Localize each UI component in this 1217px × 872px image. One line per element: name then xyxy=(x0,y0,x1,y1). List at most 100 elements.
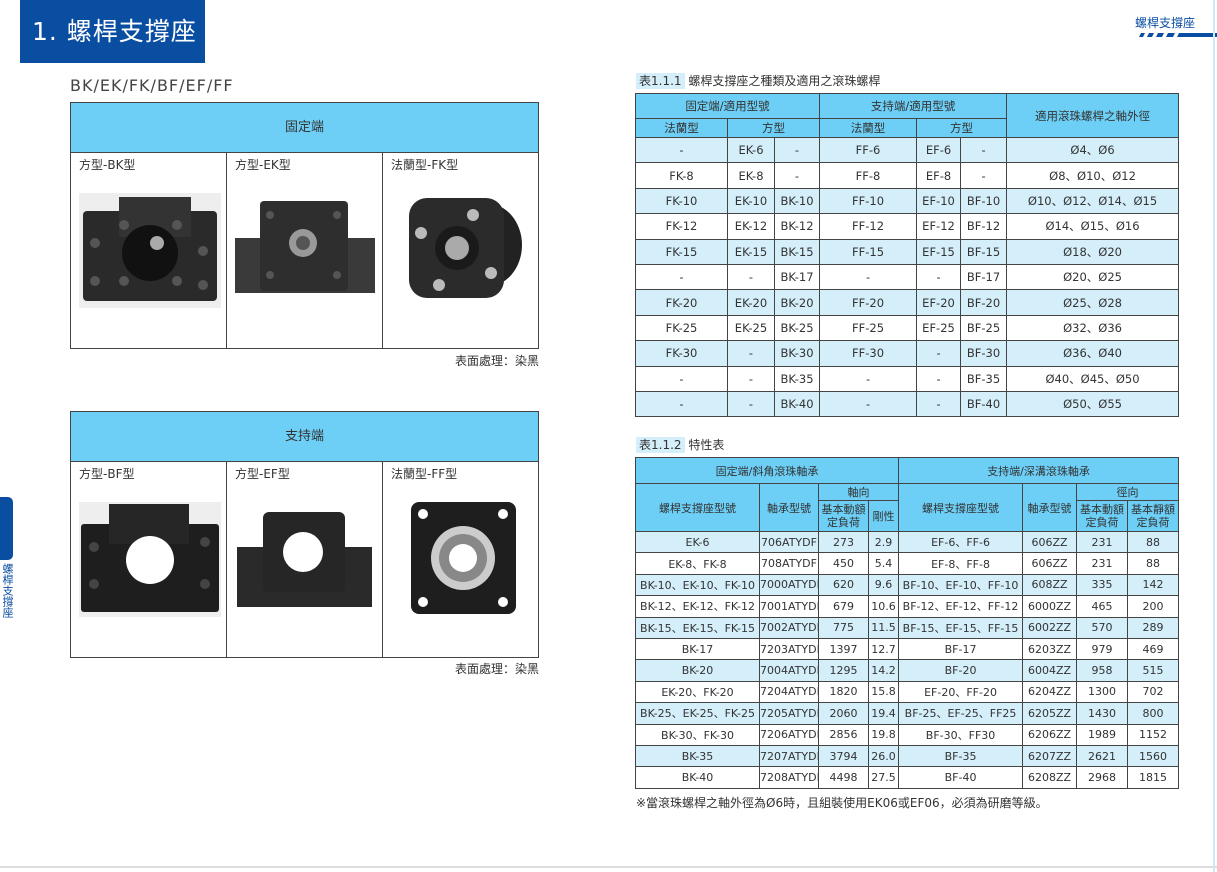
table-cell: BF-25 xyxy=(960,314,1008,342)
product-cell: 方型-BF型 xyxy=(71,462,227,657)
table-cell: BF-40 xyxy=(960,390,1008,418)
table-cell: 7206ATYDF xyxy=(759,723,819,746)
table-cell: BK-40 xyxy=(773,390,821,418)
table-cell: 6203ZZ xyxy=(1022,637,1078,661)
table-cell: 979 xyxy=(1076,637,1129,661)
table-row: - EK-6- FF-6 EF-6- Ø4、Ø6 xyxy=(635,136,1180,164)
table-cell: 11.5 xyxy=(867,616,900,639)
table-cell: BF-10 xyxy=(960,187,1008,215)
table-cell: - xyxy=(727,263,775,291)
table-row: FK-30- BK-30 FF-30- BF-30 Ø36、Ø40 xyxy=(635,340,1180,367)
table-cell: 2968 xyxy=(1076,766,1129,789)
table-cell: BK-10、EK-10、FK-10 xyxy=(635,573,760,597)
table-row: FK-12 EK-12 BK-12 FF-12 EF-12 BF-12 Ø14、Ø15、Ø1… xyxy=(635,213,1180,240)
table-cell: - xyxy=(635,390,728,418)
table-cell: 7004ATYDF xyxy=(759,659,819,682)
table-cell: EK-20、FK-20 xyxy=(635,680,760,704)
table-cell: 6205ZZ xyxy=(1022,702,1078,725)
table-cell: 19.4 xyxy=(867,702,900,725)
table-cell: FF-20 xyxy=(819,289,918,316)
product-label: 法蘭型-FK型 xyxy=(391,158,459,172)
support-types-table: 固定端/適用型號 支持端/適用型號 適用滾珠螺桿之軸外徑 法蘭型 方型 法蘭型 方型 -E… xyxy=(634,93,1180,418)
table-cell: 2621 xyxy=(1076,744,1129,768)
table-cell: Ø20、Ø25 xyxy=(1006,263,1180,291)
ef-support-unit-photo-icon xyxy=(237,512,372,607)
header-axial: 軸向 xyxy=(817,483,900,501)
table-cell: BK-20 xyxy=(635,659,760,682)
table-cell: 6204ZZ xyxy=(1022,680,1078,704)
header-dynamic-load: 基本動額定負荷 xyxy=(1076,500,1129,532)
table-row: BK-20 7004ATYDF 1295 14.2 BF-20 6004ZZ 958 515 xyxy=(635,659,1180,682)
table-cell: - xyxy=(727,365,775,392)
header-bearing: 軸承型號 xyxy=(1022,483,1078,532)
table-row: BK-25、EK-25、FK-25 7205ATYDF 2060 19.4 BF-25、… xyxy=(635,702,1180,725)
table-cell: 7208ATYDF xyxy=(759,766,819,789)
table-cell: 958 xyxy=(1076,659,1129,682)
table-cell: BF-10、EF-10、FF-10 xyxy=(898,573,1024,597)
table-cell: 4498 xyxy=(818,766,869,789)
ek-support-unit-photo-icon xyxy=(235,201,375,293)
page-edge-line xyxy=(1213,0,1215,872)
bk-support-unit-photo-icon xyxy=(79,193,221,308)
table-cell: - xyxy=(727,390,775,418)
table-row: BK-30、FK-30 7206ATYDF 2856 19.8 BF-30、FF30 62… xyxy=(635,723,1180,746)
table-cell: EK-12 xyxy=(727,213,775,240)
table-cell: FK-20 xyxy=(635,289,728,316)
table-cell: 708ATYDF xyxy=(759,552,819,575)
table-cell: - xyxy=(960,162,1008,189)
table-cell: BF-20 xyxy=(898,659,1024,682)
table-cell: EK-15 xyxy=(727,238,775,265)
table-cell: BK-25 xyxy=(773,314,821,342)
table-cell: 450 xyxy=(818,552,869,575)
table-row: BK-40 7208ATYDF 4498 27.5 BF-40 6208ZZ 2968 181… xyxy=(635,766,1180,789)
table-cell: 1560 xyxy=(1127,744,1180,768)
table-cell: BK-12、EK-12、FK-12 xyxy=(635,595,760,618)
table-cell: 6208ZZ xyxy=(1022,766,1078,789)
table2-caption: 表1.1.2 特性表 xyxy=(636,436,724,453)
table-row: BK-17 7203ATYDF 1397 12.7 BF-17 6203ZZ 979 469 xyxy=(635,637,1180,661)
table-cell: - xyxy=(819,365,918,392)
box-title: 固定端 xyxy=(71,103,538,153)
header-dynamic-load: 基本動額定負荷 xyxy=(818,500,869,532)
table-cell: EF-20 xyxy=(916,289,962,316)
table-row: BK-12、EK-12、FK-12 7001ATYDF 679 10.6 BF-12、E… xyxy=(635,595,1180,618)
table-cell: Ø18、Ø20 xyxy=(1006,238,1180,265)
product-label: 方型-BK型 xyxy=(79,158,136,172)
table-cell: 7203ATYDF xyxy=(759,637,819,661)
product-label: 方型-EK型 xyxy=(235,158,291,172)
table-cell: - xyxy=(916,365,962,392)
table-cell: BK-10 xyxy=(773,187,821,215)
header-support: 支持端/適用型號 xyxy=(819,93,1008,119)
product-cell: 法蘭型-FF型 xyxy=(383,462,538,657)
table-cell: BK-15 xyxy=(773,238,821,265)
header-model: 螺桿支撐座型號 xyxy=(635,483,760,532)
table-cell: 620 xyxy=(818,573,869,597)
table-cell: 1397 xyxy=(818,637,869,661)
side-tab-label: 螺桿支撐座 xyxy=(1,563,14,618)
table-cell: 469 xyxy=(1127,637,1180,661)
table-cell: BF-20 xyxy=(960,289,1008,316)
product-label: 方型-EF型 xyxy=(235,467,290,481)
table1-caption: 表1.1.1 螺桿支撐座之種類及適用之滾珠螺桿 xyxy=(636,72,880,89)
table-cell: EK-10 xyxy=(727,187,775,215)
table-cell: EF-15 xyxy=(916,238,962,265)
table-cell: 335 xyxy=(1076,573,1129,597)
table-cell: 7205ATYDF xyxy=(759,702,819,725)
table-number: 表1.1.1 xyxy=(636,73,685,89)
product-label: 方型-BF型 xyxy=(79,467,135,481)
table-cell: FF-15 xyxy=(819,238,918,265)
characteristics-table: 固定端/斜角滾珠軸承 支持端/深溝滾珠軸承 螺桿支撐座型號 軸承型號 軸向 螺桿支撐座型… xyxy=(634,457,1180,789)
table-cell: - xyxy=(635,136,728,164)
table-cell: BF-12 xyxy=(960,213,1008,240)
table-cell: BF-35 xyxy=(898,744,1024,768)
table-cell: 606ZZ xyxy=(1022,552,1078,575)
header-flange: 法蘭型 xyxy=(635,118,728,138)
chapter-side-tab[interactable] xyxy=(0,497,13,560)
fk-support-unit-photo-icon xyxy=(409,198,522,298)
table-cell: 2.9 xyxy=(867,530,900,554)
table-cell: FF-10 xyxy=(819,187,918,215)
table-cell: BF-25、EF-25、FF25 xyxy=(898,702,1024,725)
running-header: 螺桿支撐座 xyxy=(1135,16,1196,30)
table-cell: 1989 xyxy=(1076,723,1129,746)
support-end-box: 支持端 方型-BF型 方型-EF型 法蘭型-FF型 xyxy=(70,411,539,658)
